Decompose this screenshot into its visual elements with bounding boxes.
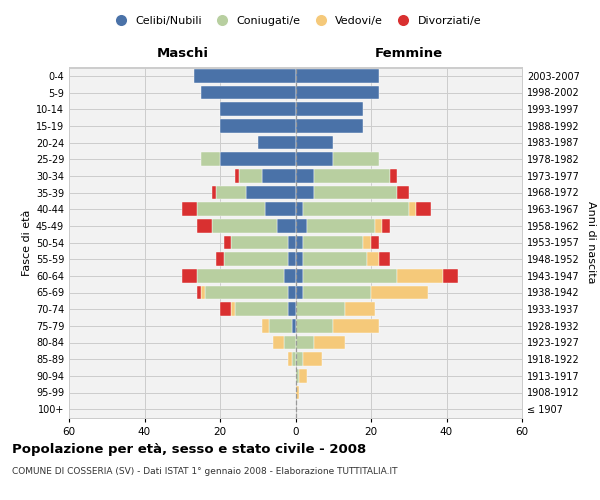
Bar: [299, 369, 307, 382]
Bar: [262, 169, 296, 182]
Bar: [367, 252, 379, 266]
Bar: [288, 286, 296, 300]
Bar: [265, 202, 296, 216]
Bar: [296, 319, 333, 332]
Bar: [344, 302, 375, 316]
Bar: [296, 302, 344, 316]
Bar: [220, 302, 232, 316]
Bar: [296, 336, 314, 349]
Bar: [303, 286, 371, 300]
Bar: [292, 352, 296, 366]
Bar: [296, 219, 307, 232]
Bar: [197, 202, 265, 216]
Bar: [224, 236, 232, 250]
Bar: [296, 119, 364, 132]
Bar: [182, 269, 197, 282]
Bar: [197, 286, 201, 300]
Bar: [197, 269, 284, 282]
Bar: [296, 386, 299, 400]
Bar: [314, 169, 390, 182]
Bar: [397, 186, 409, 200]
Bar: [296, 286, 303, 300]
Bar: [197, 219, 212, 232]
Y-axis label: Anni di nascita: Anni di nascita: [586, 201, 596, 283]
Bar: [409, 202, 416, 216]
Bar: [371, 236, 379, 250]
Bar: [390, 169, 397, 182]
Bar: [296, 236, 303, 250]
Bar: [194, 69, 296, 82]
Bar: [303, 352, 322, 366]
Bar: [307, 219, 375, 232]
Bar: [296, 169, 314, 182]
Bar: [232, 236, 288, 250]
Y-axis label: Fasce di età: Fasce di età: [22, 210, 32, 276]
Bar: [303, 236, 364, 250]
Bar: [216, 186, 247, 200]
Bar: [288, 352, 292, 366]
Bar: [303, 269, 397, 282]
Bar: [212, 219, 277, 232]
Bar: [288, 236, 296, 250]
Bar: [201, 286, 205, 300]
Bar: [284, 269, 296, 282]
Bar: [382, 219, 390, 232]
Bar: [314, 186, 397, 200]
Bar: [296, 69, 379, 82]
Text: Femmine: Femmine: [374, 47, 443, 60]
Bar: [371, 286, 428, 300]
Bar: [224, 252, 288, 266]
Bar: [288, 302, 296, 316]
Bar: [375, 219, 382, 232]
Bar: [235, 302, 288, 316]
Bar: [247, 186, 296, 200]
Bar: [239, 169, 262, 182]
Bar: [416, 202, 431, 216]
Bar: [443, 269, 458, 282]
Bar: [220, 102, 296, 116]
Bar: [277, 219, 296, 232]
Bar: [220, 119, 296, 132]
Bar: [269, 319, 292, 332]
Bar: [303, 252, 367, 266]
Bar: [296, 369, 299, 382]
Bar: [296, 269, 303, 282]
Bar: [333, 319, 379, 332]
Bar: [333, 152, 379, 166]
Text: Maschi: Maschi: [156, 47, 208, 60]
Bar: [296, 152, 333, 166]
Bar: [364, 236, 371, 250]
Bar: [201, 86, 296, 100]
Bar: [273, 336, 284, 349]
Bar: [397, 269, 443, 282]
Text: Popolazione per età, sesso e stato civile - 2008: Popolazione per età, sesso e stato civil…: [12, 442, 366, 456]
Bar: [288, 252, 296, 266]
Bar: [284, 336, 296, 349]
Bar: [292, 319, 296, 332]
Bar: [205, 286, 288, 300]
Bar: [235, 169, 239, 182]
Bar: [379, 252, 390, 266]
Text: COMUNE DI COSSERIA (SV) - Dati ISTAT 1° gennaio 2008 - Elaborazione TUTTITALIA.I: COMUNE DI COSSERIA (SV) - Dati ISTAT 1° …: [12, 468, 398, 476]
Bar: [262, 319, 269, 332]
Bar: [296, 186, 314, 200]
Bar: [296, 86, 379, 100]
Bar: [182, 202, 197, 216]
Bar: [296, 252, 303, 266]
Bar: [296, 202, 303, 216]
Bar: [296, 102, 364, 116]
Bar: [296, 136, 333, 149]
Legend: Celibi/Nubili, Coniugati/e, Vedovi/e, Divorziati/e: Celibi/Nubili, Coniugati/e, Vedovi/e, Di…: [106, 12, 485, 30]
Bar: [201, 152, 220, 166]
Bar: [216, 252, 224, 266]
Bar: [296, 352, 303, 366]
Bar: [314, 336, 344, 349]
Bar: [258, 136, 296, 149]
Bar: [212, 186, 216, 200]
Bar: [232, 302, 235, 316]
Bar: [303, 202, 409, 216]
Bar: [220, 152, 296, 166]
